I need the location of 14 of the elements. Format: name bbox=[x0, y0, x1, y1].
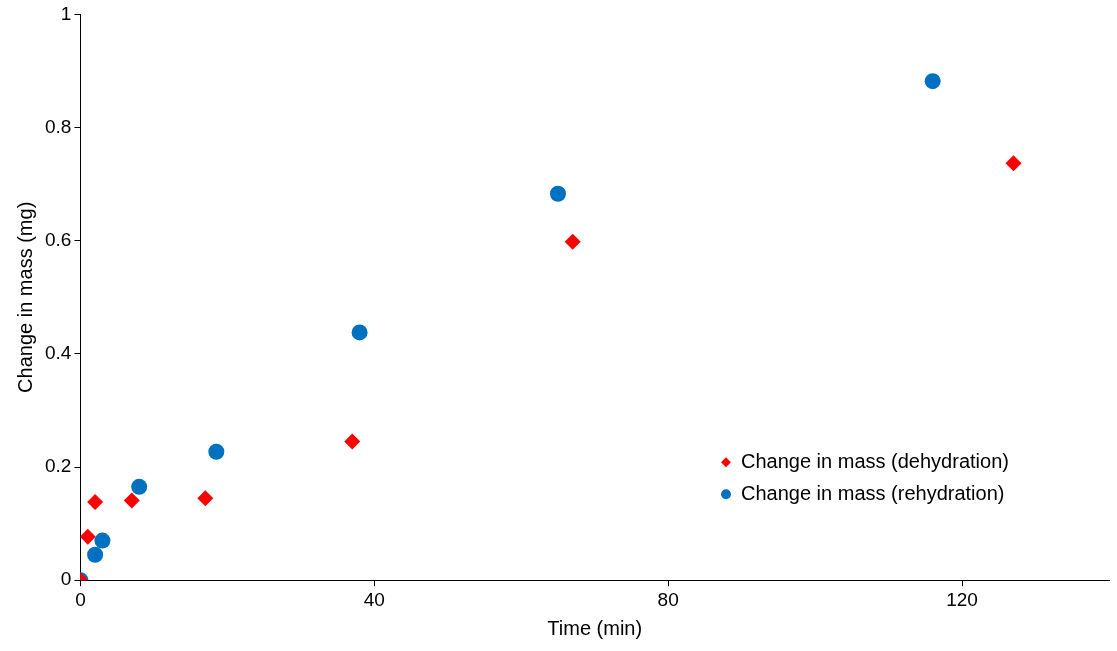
y-tick-label: 0 bbox=[60, 568, 72, 590]
y-tick-label: 1 bbox=[60, 2, 72, 24]
y-tick-label: 0.6 bbox=[44, 228, 72, 250]
y-tick-label: 0.8 bbox=[44, 115, 72, 137]
x-tick-label: 120 bbox=[946, 588, 978, 610]
y-tick-label: 0.2 bbox=[44, 455, 72, 477]
x-tick-label: 80 bbox=[657, 588, 679, 610]
x-tick-label: 0 bbox=[75, 588, 86, 610]
x-tick-label: 40 bbox=[363, 588, 385, 610]
legend-label: Change in mass (rehydration) bbox=[741, 481, 1005, 504]
legend-label: Change in mass (dehydration) bbox=[741, 449, 1009, 472]
x-axis-title: Time (min) bbox=[547, 616, 643, 639]
y-axis-title: Change in mass (mg) bbox=[13, 201, 36, 393]
y-tick-label: 0.4 bbox=[44, 342, 72, 364]
